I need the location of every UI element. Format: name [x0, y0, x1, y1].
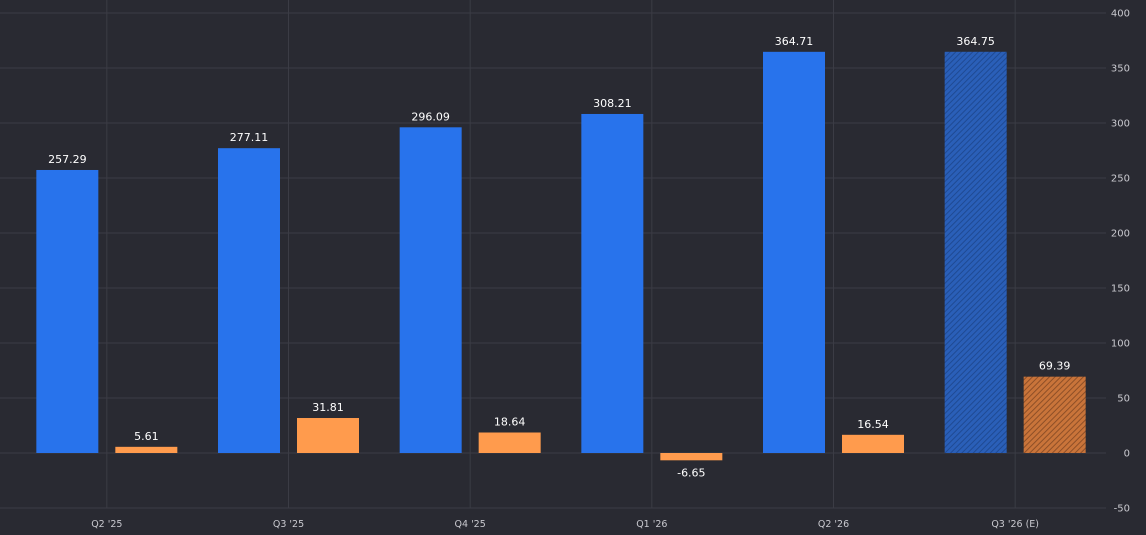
data-label: 364.75 [956, 35, 995, 48]
data-label: 16.54 [857, 418, 889, 431]
data-label: 308.21 [593, 97, 632, 110]
data-label: 18.64 [494, 415, 526, 428]
bars-layer [36, 51, 1086, 461]
bar-series-2[interactable] [1023, 376, 1086, 453]
x-tick-label: Q3 '25 [273, 519, 304, 530]
grid-layer [0, 0, 1106, 509]
bar-series-1[interactable] [36, 169, 99, 453]
x-tick-label: Q1 '26 [636, 519, 667, 530]
y-tick-label: 150 [1111, 284, 1130, 295]
labels-layer: 257.29 5.61 277.11 31.81 296.09 18.64 308.21 -6… [48, 35, 1070, 480]
axis-layer: -50 0 50 100 150 200 250 300 350 400 Q2 '25 Q3 '25 Q… [91, 9, 1130, 531]
x-tick-label: Q3 '26 (E) [991, 519, 1039, 530]
data-label: -6.65 [677, 466, 705, 479]
x-tick-label: Q2 '25 [91, 519, 122, 530]
data-label: 69.39 [1039, 360, 1071, 373]
y-tick-label: 250 [1111, 174, 1130, 185]
bar-series-1[interactable] [218, 148, 280, 453]
y-tick-label: 350 [1111, 64, 1130, 75]
bar-series-1[interactable] [944, 51, 1007, 454]
data-label: 277.11 [230, 131, 269, 144]
data-label: 5.61 [134, 430, 159, 443]
bar-series-2[interactable] [297, 418, 359, 453]
y-tick-label: 300 [1111, 119, 1130, 130]
bar-series-2[interactable] [842, 434, 904, 453]
bar-series-1[interactable] [581, 113, 644, 454]
data-label: 257.29 [48, 153, 87, 166]
data-label: 31.81 [312, 401, 344, 414]
bar-series-2[interactable] [115, 446, 178, 453]
y-tick-label: -50 [1114, 504, 1130, 515]
x-tick-label: Q4 '25 [455, 519, 486, 530]
bar-series-1[interactable] [399, 127, 462, 454]
y-tick-label: 0 [1124, 449, 1130, 460]
y-tick-label: 50 [1117, 394, 1130, 405]
y-tick-label: 200 [1111, 229, 1130, 240]
bar-series-2[interactable] [478, 432, 541, 453]
data-label: 296.09 [411, 110, 450, 123]
bar-series-2[interactable] [660, 453, 723, 461]
bar-series-1[interactable] [763, 51, 825, 453]
y-tick-label: 400 [1111, 9, 1130, 20]
y-tick-label: 100 [1111, 339, 1130, 350]
data-label: 364.71 [775, 35, 814, 48]
x-tick-label: Q2 '26 [818, 519, 849, 530]
